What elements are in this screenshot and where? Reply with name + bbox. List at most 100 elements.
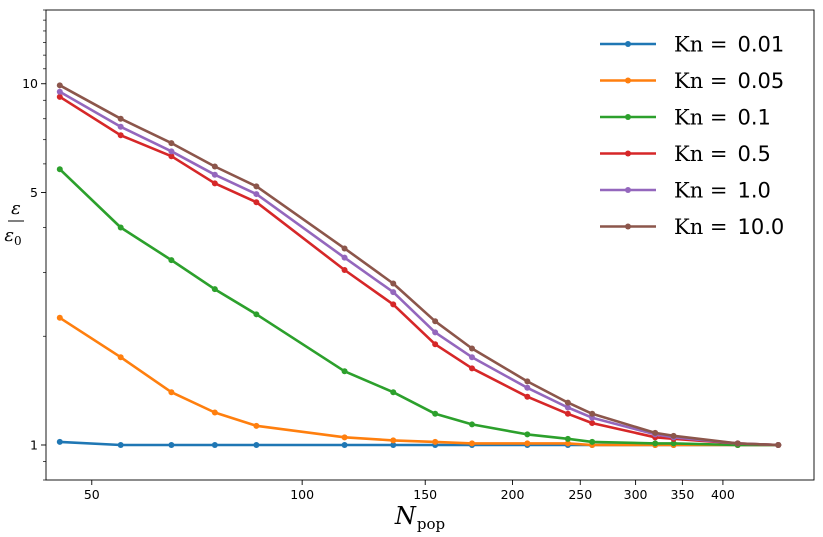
data-point (253, 199, 260, 206)
legend-item: Kn = 0.5 (600, 142, 771, 166)
legend-value: 0.05 (737, 69, 784, 93)
data-point (168, 441, 175, 448)
y-tick-label: 1 (30, 437, 38, 452)
data-point (524, 440, 531, 447)
x-tick-label: 150 (413, 487, 437, 502)
series-0.1 (56, 166, 782, 448)
series-line (59, 95, 779, 447)
x-axis-title-sub: pop (417, 515, 445, 533)
data-point (117, 441, 124, 448)
data-point (211, 163, 218, 170)
series-1.0 (56, 88, 782, 448)
x-axis: 50 100 150 200 250 300 350 400 (84, 480, 735, 502)
legend-item: Kn = 1.0 (600, 179, 771, 203)
data-point (390, 441, 397, 448)
data-point (341, 245, 348, 252)
legend-value: 1.0 (737, 179, 770, 203)
series-0.5 (56, 93, 782, 448)
data-point (390, 289, 397, 296)
series-10.0 (56, 82, 782, 448)
data-point (341, 254, 348, 261)
data-point (589, 410, 596, 417)
x-tick-label: 350 (670, 487, 694, 502)
data-point (432, 341, 439, 348)
legend-value: 0.01 (737, 33, 784, 57)
series-0.05 (56, 314, 782, 448)
series-line (59, 90, 779, 447)
legend-label: Kn = 10.0 (674, 215, 784, 239)
legend-label: Kn = 0.05 (674, 69, 784, 93)
legend-label: Kn = 0.5 (674, 142, 771, 166)
data-point (56, 166, 63, 173)
legend-prefix: Kn = (674, 69, 727, 93)
plot-frame (45, 9, 815, 481)
data-point (117, 354, 124, 361)
data-point (56, 88, 63, 95)
series-layer (56, 82, 782, 448)
data-point (390, 437, 397, 444)
data-point (56, 314, 63, 321)
legend-prefix: Kn = (674, 215, 727, 239)
x-axis-title-main: N (394, 502, 417, 530)
data-point (253, 422, 260, 429)
data-point (56, 93, 63, 100)
data-point (564, 404, 571, 411)
data-point (117, 224, 124, 231)
legend-item: Kn = 0.05 (600, 69, 784, 93)
y-axis-title: ε ε0 (4, 198, 24, 248)
x-tick-label: 200 (501, 487, 525, 502)
legend-item: Kn = 0.1 (600, 106, 771, 130)
data-point (469, 421, 476, 428)
legend-marker (625, 223, 631, 230)
data-point (211, 409, 218, 416)
data-point (390, 280, 397, 287)
data-point (56, 438, 63, 445)
data-point (211, 286, 218, 293)
data-point (564, 440, 571, 447)
x-axis-title: Npop (394, 502, 445, 533)
data-point (524, 378, 531, 385)
y-axis-title-numerator: ε (11, 198, 21, 219)
data-point (652, 440, 659, 447)
data-point (253, 183, 260, 190)
series-line (59, 316, 779, 447)
data-point (564, 399, 571, 406)
data-point (168, 153, 175, 160)
data-point (589, 420, 596, 427)
legend-prefix: Kn = (674, 142, 727, 166)
data-point (117, 132, 124, 139)
data-point (432, 438, 439, 445)
data-point (56, 82, 63, 89)
data-point (734, 440, 741, 447)
data-point (469, 440, 476, 447)
legend-prefix: Kn = (674, 33, 727, 57)
data-point (652, 429, 659, 436)
legend-label: Kn = 0.01 (674, 33, 784, 57)
data-point (432, 410, 439, 417)
legend-prefix: Kn = (674, 179, 727, 203)
y-tick-label: 10 (22, 76, 38, 91)
data-point (589, 438, 596, 445)
data-point (341, 434, 348, 441)
data-point (469, 365, 476, 372)
data-point (469, 345, 476, 352)
data-point (524, 393, 531, 400)
data-point (524, 384, 531, 391)
legend-prefix: Kn = (674, 106, 727, 130)
legend-marker (625, 77, 631, 84)
data-point (211, 441, 218, 448)
data-point (775, 441, 782, 448)
y-tick-label: 5 (30, 185, 38, 200)
data-point (670, 440, 677, 447)
data-point (168, 389, 175, 396)
legend-label: Kn = 1.0 (674, 179, 771, 203)
legend-value: 0.5 (737, 142, 770, 166)
legend-marker (625, 187, 631, 193)
legend-value: 10.0 (737, 215, 784, 239)
data-point (253, 311, 260, 318)
data-point (432, 318, 439, 325)
data-point (341, 368, 348, 375)
data-point (117, 115, 124, 122)
